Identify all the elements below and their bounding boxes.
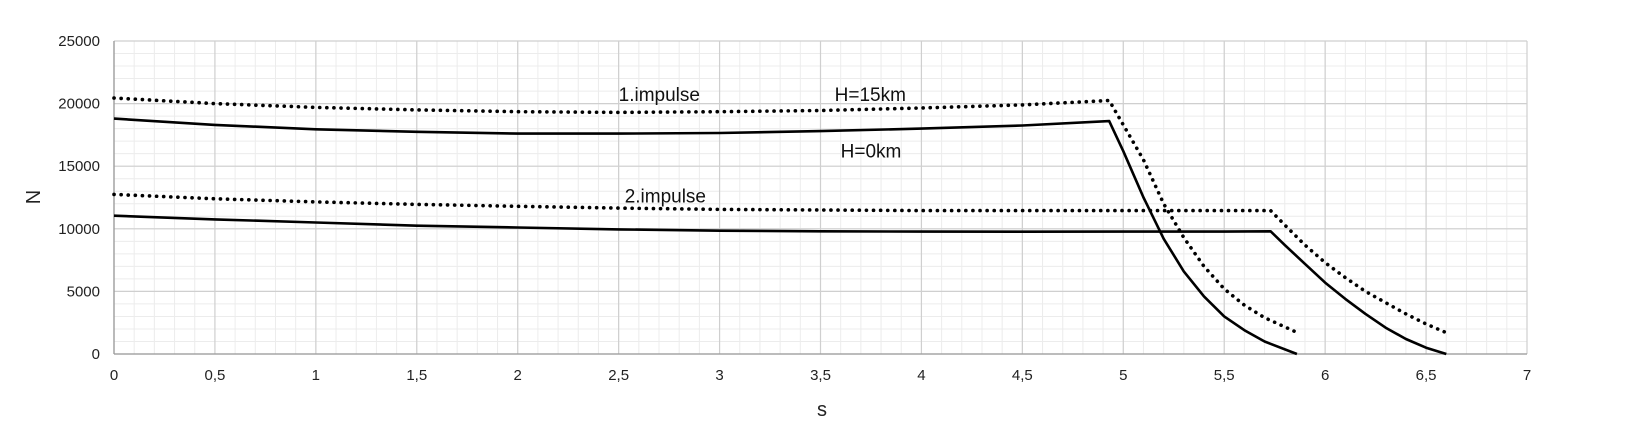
x-tick-label: 1 [312, 367, 320, 384]
y-tick-label: 20000 [58, 96, 100, 113]
x-tick-label: 0 [110, 367, 118, 384]
x-tick-label: 4 [917, 367, 925, 384]
annotation-label-4: 2.impulse [625, 187, 706, 208]
series-line-2 [113, 117, 1298, 356]
axes [113, 41, 1527, 355]
x-axis-title: s [817, 399, 827, 421]
y-axis-title: N [23, 190, 45, 204]
x-tick-label: 5,5 [1214, 367, 1235, 384]
y-tick-label: 25000 [58, 33, 100, 50]
annotation-label-2: H=15km [835, 85, 906, 106]
y-tick-label: 5000 [67, 283, 100, 300]
x-tick-label: 1,5 [406, 367, 427, 384]
x-tick-label: 2 [514, 367, 522, 384]
series-line-1 [112, 96, 1297, 334]
annotations: 1.impulse H=15km H=0km 2.impulse [619, 85, 906, 207]
annotation-label-1: 1.impulse [619, 85, 700, 106]
series-line-3 [112, 192, 1449, 335]
x-tick-labels: 0 0,5 1 1,5 2 2,5 3 3,5 4 4,5 5 5,5 6 6,5 7 [110, 367, 1531, 384]
y-tick-label: 10000 [58, 221, 100, 238]
x-tick-label: 0,5 [204, 367, 225, 384]
major-grid [113, 40, 1528, 355]
x-tick-label: 4,5 [1012, 367, 1033, 384]
y-tick-label: 0 [92, 346, 100, 363]
series-group [112, 96, 1449, 356]
y-tick-labels: 0 5000 10000 15000 20000 25000 [58, 33, 100, 363]
x-tick-label: 2,5 [608, 367, 629, 384]
x-tick-label: 3,5 [810, 367, 831, 384]
x-tick-label: 6,5 [1416, 367, 1437, 384]
y-tick-label: 15000 [58, 158, 100, 175]
x-tick-label: 5 [1119, 367, 1127, 384]
x-tick-label: 6 [1321, 367, 1329, 384]
x-tick-label: 3 [715, 367, 723, 384]
annotation-label-3: H=0km [841, 141, 902, 162]
series-line-4 [113, 214, 1447, 356]
x-tick-label: 7 [1523, 367, 1531, 384]
